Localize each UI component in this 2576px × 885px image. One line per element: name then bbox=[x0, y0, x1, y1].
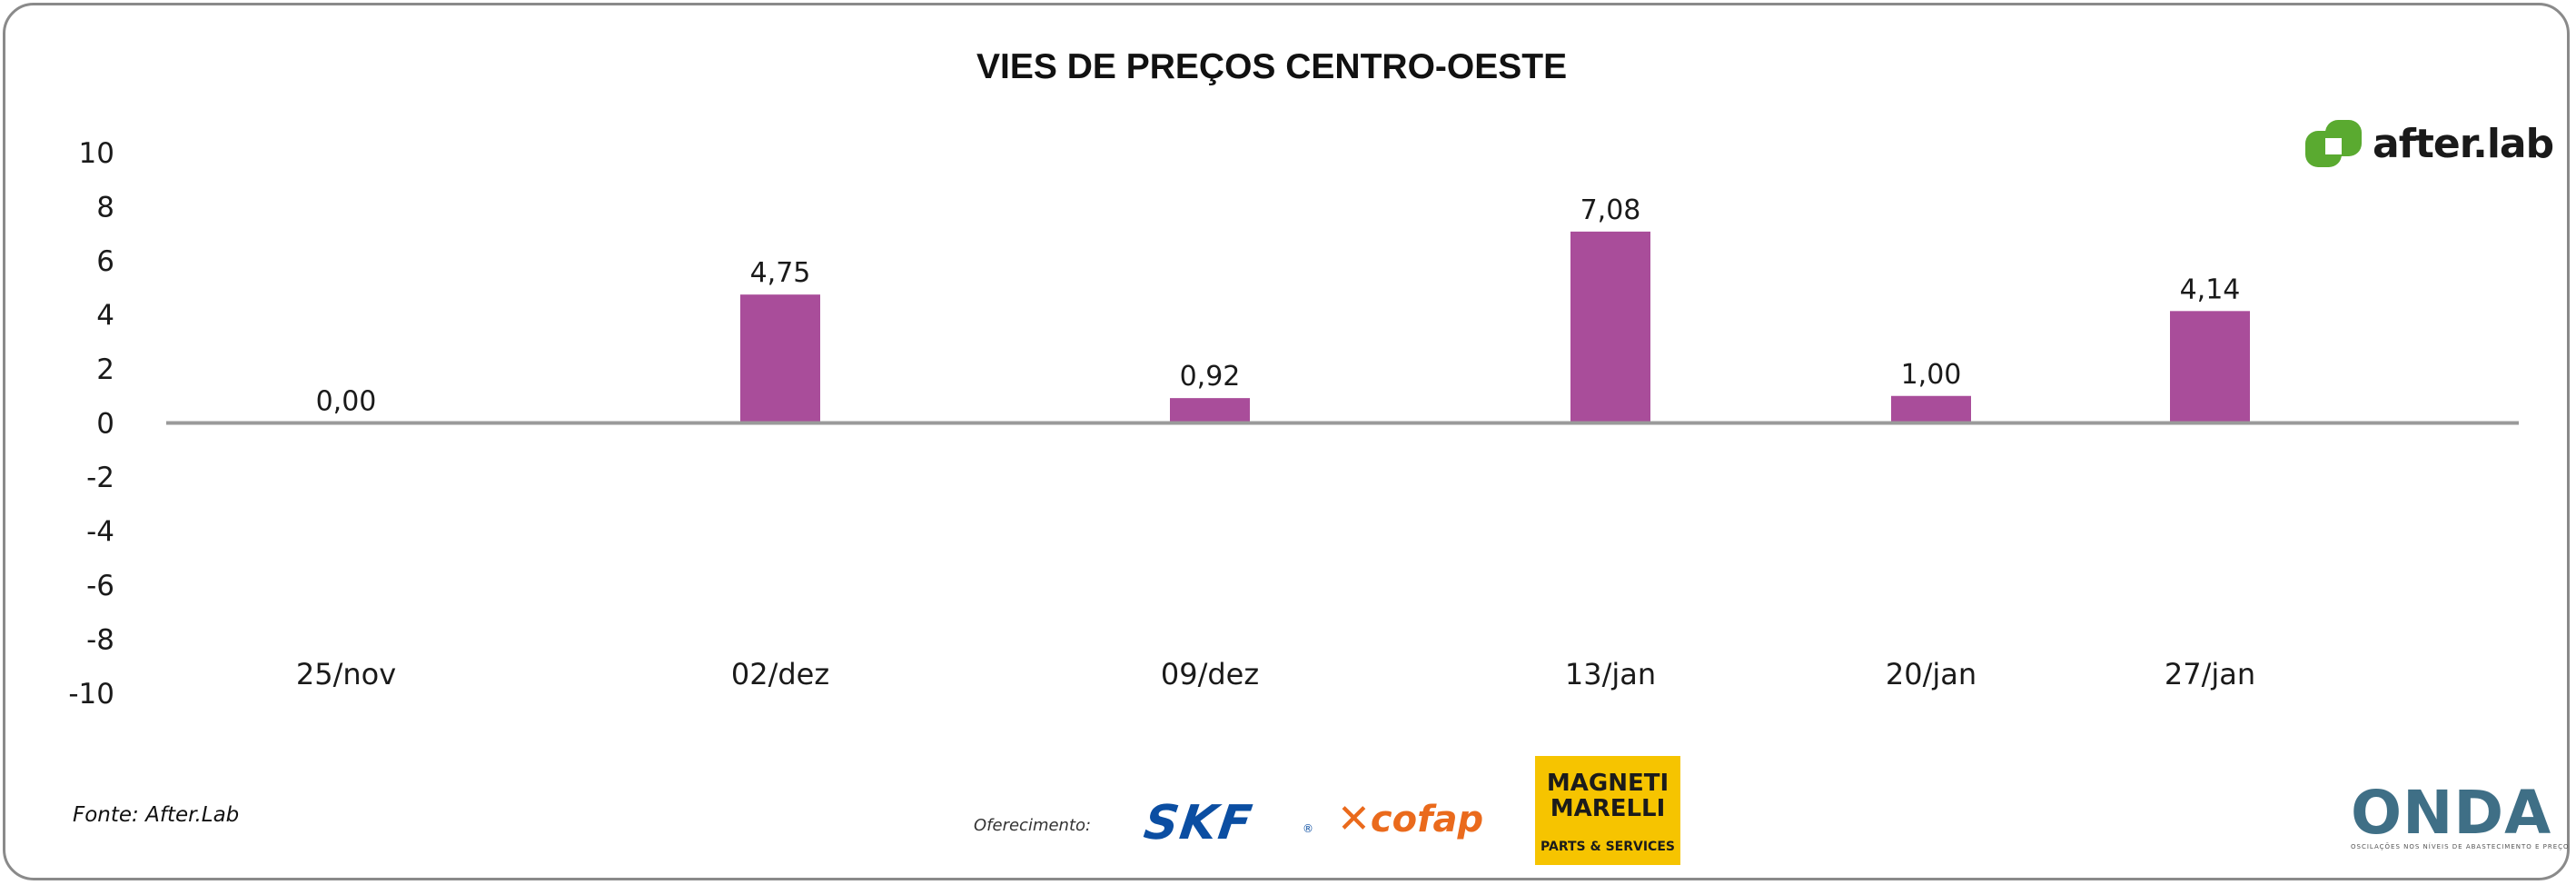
x-tick-label: 13/jan bbox=[1565, 657, 1656, 691]
y-tick-label: -6 bbox=[86, 570, 114, 602]
onda-logo: ONDA OSCILAÇÕES NOS NÍVEIS DE ABASTECIME… bbox=[2351, 778, 2570, 851]
magneti-line3: PARTS & SERVICES bbox=[1541, 840, 1675, 854]
magneti-marelli-wordmark: MAGNETI MARELLI bbox=[1535, 771, 1680, 821]
bar-data-label: 4,75 bbox=[750, 257, 811, 289]
skf-logo: SKF bbox=[1140, 796, 1257, 850]
x-tick-label: 02/dez bbox=[731, 657, 829, 691]
bars bbox=[740, 231, 2250, 423]
sponsor-label: Oferecimento: bbox=[974, 816, 1092, 835]
onda-logo-subtitle: OSCILAÇÕES NOS NÍVEIS DE ABASTECIMENTO E… bbox=[2351, 843, 2570, 850]
afterlab-mark-icon bbox=[2305, 118, 2369, 169]
bar bbox=[1170, 398, 1250, 423]
bar bbox=[1891, 395, 1971, 423]
y-tick-label: 10 bbox=[79, 137, 114, 170]
y-tick-label: 6 bbox=[96, 245, 114, 278]
source-note: Fonte: After.Lab bbox=[73, 803, 240, 827]
y-tick-label: 4 bbox=[96, 300, 114, 333]
x-tick-label: 09/dez bbox=[1161, 657, 1259, 691]
y-tick-label: -10 bbox=[68, 678, 114, 711]
y-axis-ticks: 10 8 6 4 2 0 -2 -4 -6 -8 -10 bbox=[68, 137, 114, 711]
y-tick-label: 8 bbox=[96, 192, 114, 224]
bar bbox=[2170, 311, 2250, 423]
y-tick-label: 2 bbox=[96, 353, 114, 386]
cofap-logo-text: cofap bbox=[1370, 798, 1484, 840]
bar-data-label: 0,00 bbox=[316, 386, 377, 418]
x-axis-labels: 25/nov 02/dez 09/dez 13/jan 20/jan 27/jan bbox=[296, 657, 2255, 691]
data-labels: 0,00 4,75 0,92 7,08 1,00 4,14 bbox=[316, 194, 2241, 418]
afterlab-logo-text: after.lab bbox=[2373, 120, 2554, 167]
skf-registered-mark: ® bbox=[1303, 822, 1313, 835]
cofap-x-icon: ✕ bbox=[1337, 796, 1371, 842]
magneti-line2: MARELLI bbox=[1550, 795, 1666, 822]
chart-frame bbox=[3, 3, 2570, 880]
bar bbox=[1570, 231, 1650, 423]
magneti-marelli-logo: MAGNETI MARELLI PARTS & SERVICES bbox=[1535, 756, 1680, 865]
y-tick-label: -4 bbox=[86, 516, 114, 549]
cofap-logo: ✕ cofap bbox=[1337, 796, 1483, 842]
magneti-line1: MAGNETI bbox=[1546, 770, 1669, 797]
bar-data-label: 4,14 bbox=[2180, 273, 2241, 305]
x-tick-label: 27/jan bbox=[2165, 657, 2255, 691]
bar-data-label: 7,08 bbox=[1580, 194, 1641, 226]
bar-data-label: 0,92 bbox=[1180, 361, 1241, 393]
bar-data-label: 1,00 bbox=[1901, 359, 1962, 391]
x-tick-label: 25/nov bbox=[296, 657, 396, 691]
x-tick-label: 20/jan bbox=[1886, 657, 1977, 691]
y-tick-label: -8 bbox=[86, 624, 114, 657]
y-tick-label: -2 bbox=[86, 462, 114, 494]
onda-logo-text: ONDA bbox=[2351, 778, 2552, 848]
afterlab-logo: after.lab bbox=[2305, 116, 2554, 171]
y-tick-label: 0 bbox=[96, 408, 114, 441]
bar bbox=[740, 294, 820, 423]
